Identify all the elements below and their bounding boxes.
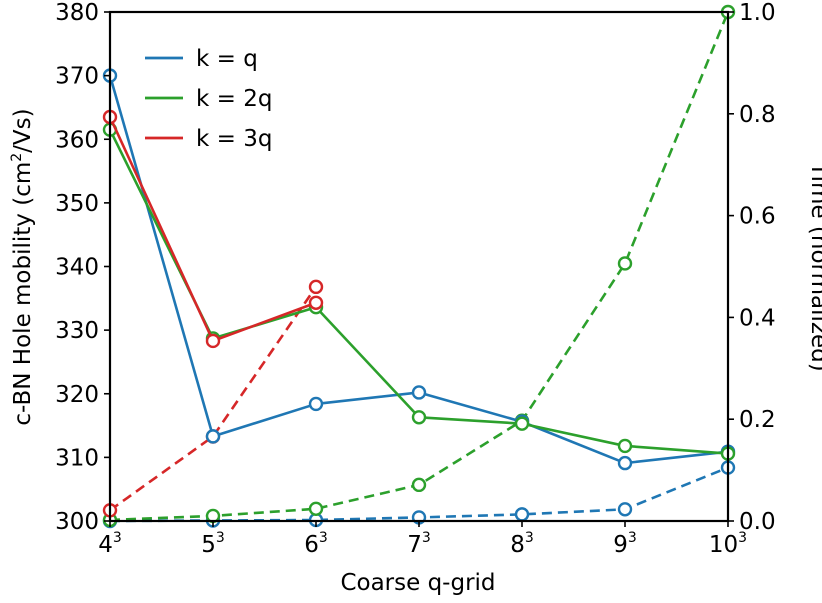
time-point-0-5	[617, 502, 633, 517]
legend-label-1: k = 2q	[196, 86, 272, 112]
y-tick-label-6: 360	[55, 127, 99, 153]
y-tick-label-3: 330	[55, 318, 99, 344]
time-point-1-2	[308, 501, 324, 516]
time-point-0-4	[514, 507, 530, 522]
y2-tick-label-2: 0.4	[739, 305, 776, 331]
x-tick-label-2: 63	[304, 530, 328, 558]
mobility-point-2-1	[205, 333, 221, 349]
y-axis-label-unit: /Vs)	[10, 108, 36, 152]
y-tick-label-4: 340	[55, 255, 99, 281]
y2-tick-label-4: 0.8	[739, 102, 776, 128]
y-tick-label-7: 370	[55, 64, 99, 90]
y-tick-label-8: 380	[55, 0, 99, 26]
x-tick-label-6: 103	[709, 530, 747, 558]
mobility-point-0-2	[308, 396, 324, 412]
y-tick-label-5: 350	[55, 191, 99, 217]
time-point-1-5	[617, 256, 633, 271]
time-point-1-3	[411, 477, 427, 493]
legend-label-2: k = 3q	[196, 126, 272, 152]
legend: k = q k = 2q k = 3q	[145, 46, 272, 152]
y-axis-label: c-BN Hole mobility (cm2/Vs)	[9, 108, 36, 425]
mobility-point-2-2	[308, 295, 324, 310]
y-axis-label-superscript: 2	[9, 153, 25, 162]
y2-axis-label: Time (normalized)	[806, 161, 822, 371]
y2-tick-label-5: 1.0	[739, 0, 776, 26]
y-axis-label-main: c-BN Hole mobility (cm	[10, 162, 36, 426]
y-tick-label-2: 320	[55, 382, 99, 408]
x-tick-label-5: 93	[613, 530, 637, 558]
time-point-2-2	[308, 279, 324, 295]
mobility-point-0-5	[617, 455, 633, 471]
x-tick-label-0: 43	[98, 530, 122, 558]
mobility-point-0-1	[205, 429, 221, 444]
y2-tick-label-0: 0.0	[739, 509, 776, 535]
y-tick-label-0: 300	[55, 509, 99, 535]
mobility-point-1-3	[411, 410, 427, 425]
mobility-point-0-3	[411, 385, 427, 400]
time-series-line-2	[109, 286, 318, 512]
legend-label-0: k = q	[196, 46, 258, 72]
mobility-point-1-5	[617, 438, 633, 454]
y-tick-label-1: 310	[55, 445, 99, 471]
x-tick-label-3: 73	[407, 530, 431, 558]
x-axis-label: Coarse q-grid	[340, 570, 495, 596]
y2-tick-label-3: 0.6	[739, 204, 776, 230]
x-tick-label-4: 83	[510, 530, 534, 558]
y2-tick-label-1: 0.2	[739, 407, 776, 433]
mobility-point-1-4	[514, 416, 530, 431]
x-tick-label-1: 53	[201, 530, 225, 558]
